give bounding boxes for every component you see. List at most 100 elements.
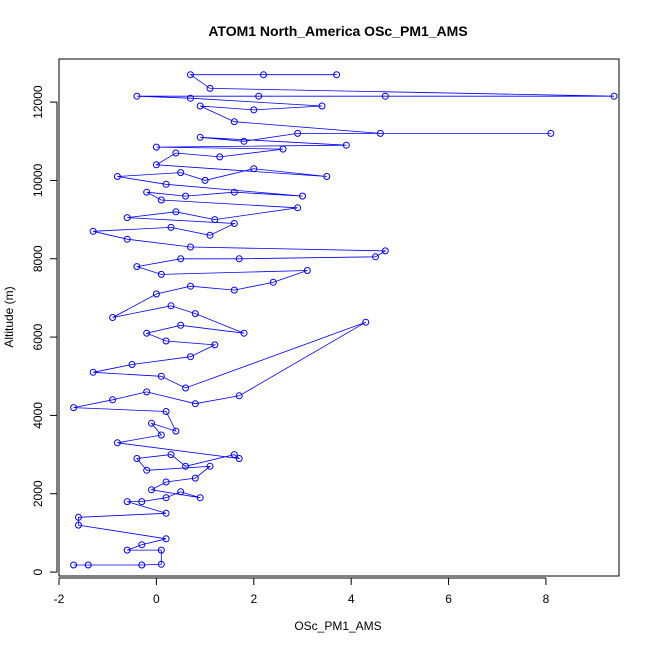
- data-point: [196, 494, 204, 502]
- data-point: [162, 337, 170, 345]
- y-tick-label: 10000: [31, 163, 45, 197]
- y-tick-label: 8000: [31, 245, 45, 272]
- data-point: [255, 92, 263, 100]
- data-point: [294, 129, 302, 137]
- x-axis: -2 0 2 4 6 8: [54, 577, 550, 606]
- data-point: [235, 255, 243, 263]
- data-point: [70, 404, 78, 412]
- data-point: [372, 253, 379, 261]
- data-point: [152, 161, 160, 169]
- data-point: [113, 173, 121, 180]
- data-point: [84, 561, 92, 569]
- data-point: [157, 196, 165, 204]
- y-tick-label: 0: [31, 568, 45, 575]
- data-point: [216, 153, 224, 161]
- data-point: [342, 141, 350, 149]
- data-point: [143, 329, 151, 337]
- data-point: [177, 488, 185, 496]
- data-point: [109, 396, 117, 404]
- data-point: [152, 143, 160, 151]
- data-point: [381, 92, 389, 100]
- data-point: [123, 546, 131, 554]
- y-tick-label: 12000: [31, 85, 45, 119]
- data-point: [138, 498, 146, 506]
- data-point: [157, 560, 165, 568]
- data-point: [75, 513, 82, 521]
- data-point: [299, 192, 306, 200]
- y-tick-label: 2000: [31, 480, 45, 507]
- data-point: [162, 180, 170, 188]
- data-point: [157, 431, 165, 439]
- data-point: [191, 310, 199, 318]
- data-point: [230, 188, 238, 196]
- data-point: [138, 541, 146, 549]
- data-point: [162, 478, 170, 486]
- data-point: [381, 247, 389, 255]
- data-point: [303, 267, 311, 274]
- data-point: [177, 255, 185, 263]
- chart-title: ATOM1 North_America OSc_PM1_AMS: [208, 23, 467, 39]
- data-point: [123, 235, 131, 243]
- data-point: [162, 494, 170, 502]
- data-point: [323, 173, 331, 180]
- data-point: [172, 427, 180, 435]
- data-point: [230, 220, 238, 227]
- data-point: [157, 270, 165, 278]
- data-point: [187, 282, 194, 290]
- data-point: [182, 462, 190, 470]
- data-point: [201, 176, 209, 184]
- data-point: [240, 329, 248, 337]
- data-point: [294, 204, 302, 212]
- data-point: [182, 192, 190, 200]
- y-axis: 0 2000 4000 6000 8000 10000 12000: [31, 85, 58, 575]
- data-point: [206, 231, 214, 239]
- data-point: [172, 208, 180, 216]
- data-layer: [70, 71, 618, 569]
- x-tick-label: 4: [348, 592, 355, 606]
- data-point: [235, 455, 243, 462]
- data-point: [133, 92, 141, 100]
- y-tick-label: 6000: [31, 323, 45, 350]
- data-point: [143, 388, 151, 396]
- data-point: [157, 372, 165, 380]
- data-point: [152, 290, 160, 298]
- data-point: [162, 408, 170, 415]
- x-tick-label: 0: [153, 592, 160, 606]
- data-point: [89, 368, 97, 376]
- data-point: [279, 145, 287, 153]
- data-point: [167, 223, 175, 231]
- data-point: [182, 384, 190, 392]
- data-point: [376, 129, 384, 137]
- data-point: [157, 546, 165, 554]
- x-tick-label: 2: [250, 592, 257, 606]
- data-point: [196, 102, 204, 110]
- data-point: [230, 286, 238, 294]
- data-point: [133, 263, 141, 271]
- data-point: [211, 341, 219, 349]
- data-point: [143, 188, 151, 196]
- data-point: [123, 498, 131, 506]
- data-point: [113, 439, 121, 447]
- data-point: [187, 71, 194, 79]
- data-point: [148, 486, 155, 494]
- data-point: [230, 118, 238, 126]
- data-point: [196, 133, 204, 141]
- data-point: [187, 94, 194, 102]
- data-point: [318, 102, 326, 110]
- x-tick-label: 6: [445, 592, 452, 606]
- data-point: [250, 106, 258, 114]
- data-point: [260, 71, 267, 79]
- x-tick-label: -2: [54, 592, 65, 606]
- data-point: [75, 521, 82, 529]
- data-point: [230, 451, 238, 459]
- data-point: [128, 361, 136, 368]
- data-point: [70, 561, 78, 569]
- data-point: [162, 509, 170, 517]
- data-point: [172, 149, 180, 157]
- data-point: [206, 84, 214, 92]
- data-point: [211, 216, 219, 224]
- data-point: [250, 165, 258, 173]
- data-point: [362, 318, 370, 326]
- y-tick-label: 4000: [31, 402, 45, 429]
